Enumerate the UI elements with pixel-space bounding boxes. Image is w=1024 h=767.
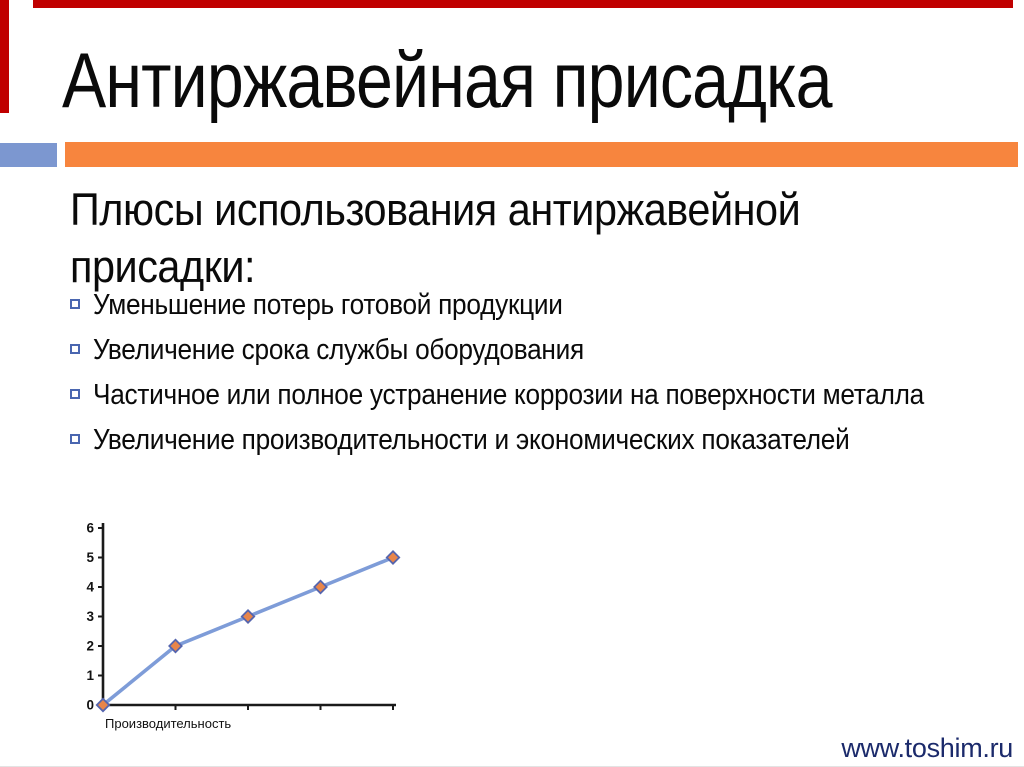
bullet-text-3: Частичное или полное устранение коррозии… [93, 379, 924, 411]
y-tick-label: 1 [86, 668, 94, 683]
y-tick-label: 5 [86, 550, 94, 565]
x-axis-label: Производительность [105, 716, 231, 731]
square-bullet-icon [70, 389, 80, 399]
bullet-item-2: Увеличение срока службы оборудования [69, 333, 1024, 368]
bullet-text-2: Увеличение срока службы оборудования [93, 334, 584, 366]
y-tick-label: 2 [86, 639, 94, 654]
diamond-marker [168, 638, 183, 654]
performance-chart: 0 1 2 3 4 5 6 Производительность [85, 515, 415, 745]
red-accent-left-bar [0, 0, 9, 113]
data-line [101, 555, 394, 707]
diamond-marker [385, 550, 401, 565]
y-tick-label: 0 [86, 698, 94, 713]
square-bullet-icon [70, 434, 80, 444]
diamond-marker [313, 579, 328, 595]
square-bullet-icon [70, 299, 80, 309]
bullet-list: Уменьшение потерь готовой продукции Увел… [69, 288, 1024, 468]
footer-url: www.toshim.ru [841, 733, 1013, 763]
slide-title-text: Антиржавейная присадка [62, 36, 833, 124]
bullet-text-1: Уменьшение потерь готовой продукции [93, 289, 563, 321]
bullet-item-4: Увеличение производительности и экономич… [69, 423, 1024, 458]
section-heading-text: Плюсы использования антиржавейной присад… [70, 184, 801, 292]
divider-orange-bar [65, 142, 1018, 167]
y-tick-label: 6 [86, 521, 94, 536]
y-tick-label: 4 [86, 580, 94, 595]
diamond-marker [240, 609, 256, 624]
diamond-marker [95, 697, 111, 713]
square-bullet-icon [70, 344, 80, 354]
performance-chart-svg: 0 1 2 3 4 5 6 Производительность [86, 521, 401, 731]
bullet-item-1: Уменьшение потерь готовой продукции [69, 288, 1024, 323]
slide-title: Антиржавейная присадка [62, 40, 968, 120]
bullet-item-3: Частичное или полное устранение коррозии… [69, 378, 1024, 413]
red-accent-top-bar [33, 0, 1013, 8]
divider-blue-square [0, 143, 57, 167]
y-tick-label: 3 [86, 609, 94, 624]
section-heading: Плюсы использования антиржавейной присад… [70, 181, 890, 295]
bullet-text-4: Увеличение производительности и экономич… [93, 424, 850, 456]
